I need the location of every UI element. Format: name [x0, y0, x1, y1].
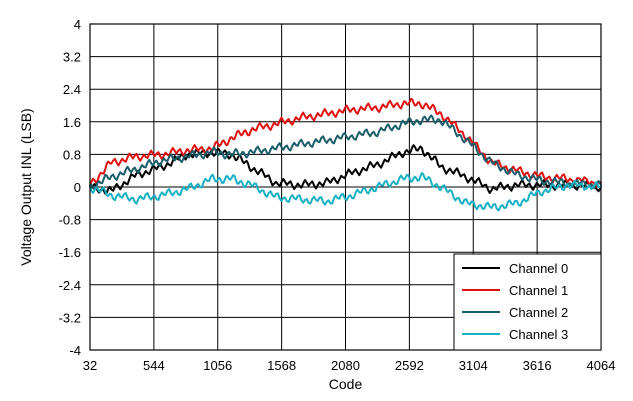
x-tick-label: 1568 [267, 358, 296, 373]
x-tick-label: 2080 [331, 358, 360, 373]
x-tick-label: 32 [83, 358, 97, 373]
y-tick-label: 1.6 [63, 115, 81, 130]
x-tick-labels: 32 544 1056 1568 2080 2592 3104 3616 4064 [83, 358, 616, 373]
legend: Channel 0 Channel 1 Channel 2 Channel 3 [454, 254, 601, 350]
legend-entry: Channel 3 [509, 327, 568, 342]
x-tick-label: 4064 [587, 358, 616, 373]
y-axis-label: Voltage Output INL (LSB) [18, 108, 34, 265]
x-tick-label: 3104 [459, 358, 488, 373]
y-tick-label: -0.8 [59, 213, 81, 228]
x-tick-label: 544 [143, 358, 165, 373]
legend-entry: Channel 2 [509, 305, 568, 320]
y-tick-label: 4 [74, 17, 81, 32]
y-tick-label: -4 [69, 343, 81, 358]
x-tick-label: 1056 [203, 358, 232, 373]
y-tick-label: -3.2 [59, 310, 81, 325]
legend-entry: Channel 1 [509, 283, 568, 298]
y-tick-label: 3.2 [63, 50, 81, 65]
y-tick-label: 2.4 [63, 82, 81, 97]
x-axis-label: Code [329, 376, 363, 392]
y-tick-label: -2.4 [59, 278, 81, 293]
y-tick-label: -1.6 [59, 245, 81, 260]
legend-entry: Channel 0 [509, 261, 568, 276]
y-tick-label: 0 [74, 180, 81, 195]
y-tick-label: 0.8 [63, 147, 81, 162]
x-tick-label: 3616 [523, 358, 552, 373]
x-tick-label: 2592 [395, 358, 424, 373]
